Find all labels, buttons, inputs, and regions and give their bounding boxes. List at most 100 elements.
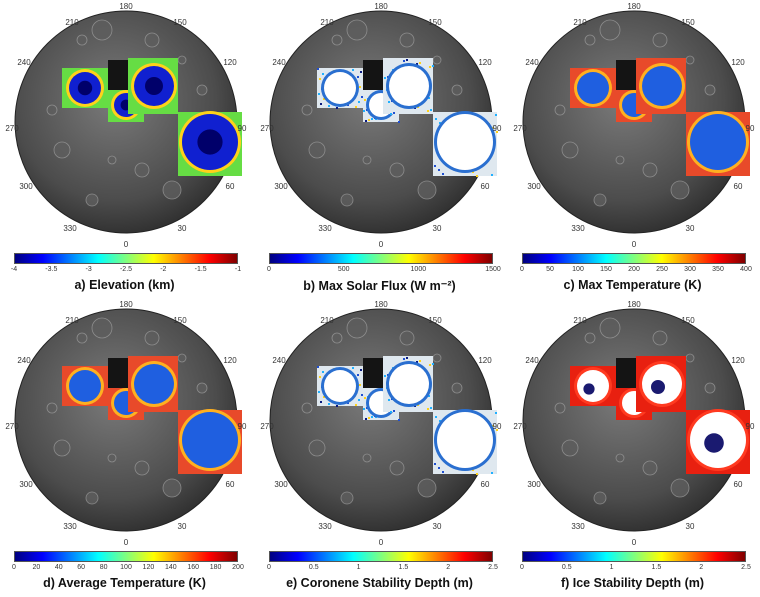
angle-label: 150 bbox=[173, 316, 187, 325]
colorbar-tick-label: -2 bbox=[160, 266, 167, 273]
angle-label: 120 bbox=[731, 356, 745, 365]
crater-fill bbox=[324, 72, 356, 104]
colorbar-tick-label: 20 bbox=[32, 564, 41, 571]
angle-label: 180 bbox=[627, 2, 641, 11]
angle-label: 270 bbox=[260, 124, 274, 133]
angle-label: 150 bbox=[428, 18, 442, 27]
colorbar-tick-label: -1.5 bbox=[194, 266, 207, 273]
moon-map-b bbox=[269, 10, 498, 234]
colorbar bbox=[522, 253, 746, 264]
angle-label: 120 bbox=[478, 58, 492, 67]
colorbar-tick-label: 2.5 bbox=[488, 564, 498, 571]
panel-caption: e) Coronene Stability Depth (m) bbox=[286, 576, 473, 590]
colorbar-tick-label: 200 bbox=[232, 564, 244, 571]
colorbar-tick-label: 1000 bbox=[410, 266, 427, 273]
crater-fill bbox=[642, 66, 682, 106]
angle-label: 270 bbox=[5, 422, 19, 431]
panel-a: 180 210 150 240 120 270 90 300 60 330 30 0 -4 -3.5 -3-… bbox=[2, 0, 247, 294]
angle-label: 300 bbox=[527, 182, 541, 191]
colorbar-tick-label: 1.5 bbox=[651, 564, 662, 571]
angle-label: 150 bbox=[681, 316, 695, 325]
angle-label: 90 bbox=[745, 422, 755, 431]
angle-label: 330 bbox=[571, 522, 585, 531]
colorbar-tick-label: 2 bbox=[446, 564, 451, 571]
crater-fill bbox=[389, 66, 429, 106]
angle-label: 90 bbox=[492, 124, 502, 133]
angle-label: 30 bbox=[432, 224, 442, 233]
colorbar-tick-label: 60 bbox=[77, 564, 86, 571]
angle-label: 60 bbox=[225, 182, 235, 191]
angle-label: 30 bbox=[177, 224, 187, 233]
crater-fill bbox=[389, 364, 429, 404]
angle-label: 210 bbox=[573, 316, 587, 325]
colorbar-tick-label: 160 bbox=[187, 564, 200, 571]
crater-fill bbox=[577, 72, 609, 104]
crater-fill bbox=[134, 364, 174, 404]
crater-fill bbox=[690, 114, 746, 170]
colorbar-tick-label: 1 bbox=[609, 564, 614, 571]
angle-label: 150 bbox=[173, 18, 187, 27]
colorbar-tick-label: 0 bbox=[267, 564, 271, 571]
angle-label: 240 bbox=[525, 356, 539, 365]
panel-f: 180 210 150 240 120 270 90 300 60 330 30 0 0 0.5 1 1.5 2… bbox=[510, 298, 755, 592]
angle-label: 30 bbox=[685, 522, 695, 531]
angle-label: 90 bbox=[237, 124, 247, 133]
angle-label: 150 bbox=[428, 316, 442, 325]
colorbar-tick-label: 400 bbox=[740, 266, 752, 273]
angle-label: 270 bbox=[5, 124, 19, 133]
colorbar-tick-label: -4 bbox=[10, 266, 18, 273]
angle-label: 240 bbox=[17, 356, 31, 365]
angle-label: 30 bbox=[432, 522, 442, 531]
moon-map-c bbox=[522, 10, 750, 234]
angle-label: 120 bbox=[731, 58, 745, 67]
angle-label: 60 bbox=[733, 182, 743, 191]
colorbar-tick-label: 140 bbox=[164, 564, 177, 571]
angle-label: 300 bbox=[527, 480, 541, 489]
colorbar-tick-label: -3.5 bbox=[45, 266, 58, 273]
colorbar bbox=[14, 253, 238, 264]
angle-label: 180 bbox=[374, 2, 388, 11]
colorbar-tick-label: 0 bbox=[520, 266, 524, 273]
colorbar bbox=[269, 253, 493, 264]
angle-label: 240 bbox=[272, 58, 286, 67]
angle-label: 90 bbox=[237, 422, 247, 431]
angle-label: 300 bbox=[19, 480, 33, 489]
angle-label: 300 bbox=[274, 480, 288, 489]
colorbar-tick-label: -2.5 bbox=[119, 266, 133, 273]
colorbar-tick-label: 1 bbox=[356, 564, 361, 571]
angle-label: 30 bbox=[685, 224, 695, 233]
colorbar-tick-label: 0 bbox=[267, 266, 271, 273]
angle-label: 240 bbox=[272, 356, 286, 365]
colorbar-tick-label: 50 bbox=[546, 266, 554, 273]
angle-label: 0 bbox=[631, 240, 637, 249]
colorbar-tick-label: 40 bbox=[54, 564, 63, 571]
angle-label: 330 bbox=[571, 224, 585, 233]
angle-label: 60 bbox=[733, 480, 743, 489]
angle-label: 60 bbox=[225, 480, 235, 489]
angle-label: 0 bbox=[123, 240, 129, 249]
angle-label: 0 bbox=[378, 538, 384, 547]
panel-caption: a) Elevation (km) bbox=[74, 278, 175, 292]
angle-label: 270 bbox=[513, 422, 527, 431]
panel-caption: d) Average Temperature (K) bbox=[43, 576, 206, 590]
colorbar-tick-label: 2 bbox=[699, 564, 704, 571]
panel-d: 180 210 150 240 120 270 90 300 60 330 30 0 0 20 40 60 80… bbox=[2, 298, 247, 592]
colorbar-tick-label: 80 bbox=[99, 564, 108, 571]
colorbar-tick-label: 500 bbox=[337, 266, 350, 273]
colorbar-tick-label: 1500 bbox=[485, 266, 501, 273]
angle-label: 30 bbox=[177, 522, 187, 531]
colorbar-tick-label: 150 bbox=[600, 266, 612, 273]
colorbar-tick-label: 300 bbox=[684, 266, 696, 273]
crater-fill bbox=[324, 370, 356, 402]
angle-label: 90 bbox=[745, 124, 755, 133]
angle-label: 120 bbox=[478, 356, 492, 365]
panel-c: 180 210 150 240 120 270 90 300 60 330 30 0 0 50 100 150… bbox=[510, 0, 755, 294]
angle-label: 210 bbox=[65, 316, 79, 325]
angle-label: 300 bbox=[19, 182, 33, 191]
angle-label: 120 bbox=[223, 356, 237, 365]
angle-label: 210 bbox=[573, 18, 587, 27]
colorbar-tick-label: 350 bbox=[712, 266, 724, 273]
colorbar-tick-label: 100 bbox=[120, 564, 132, 571]
angle-label: 180 bbox=[627, 300, 641, 309]
colorbar-tick-label: 0.5 bbox=[308, 564, 319, 571]
